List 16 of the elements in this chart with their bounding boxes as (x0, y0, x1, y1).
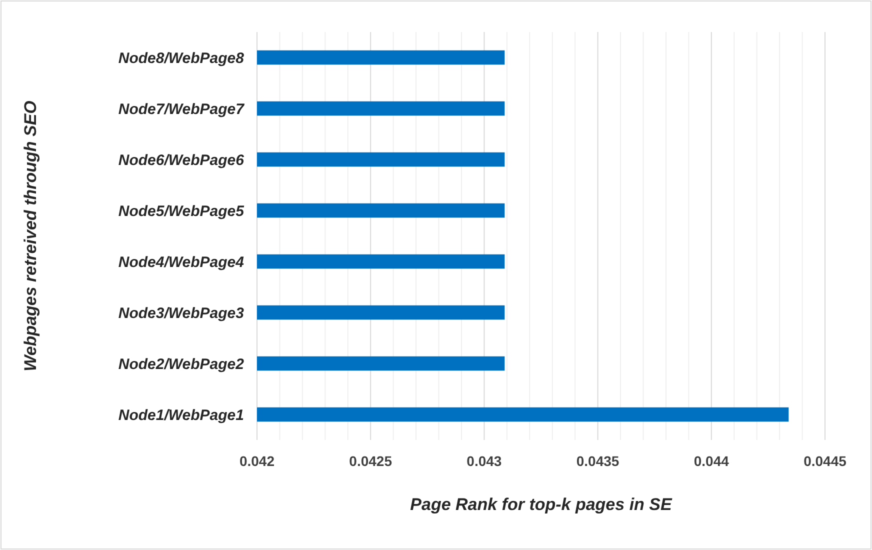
x-tick-label: 0.044 (694, 453, 730, 469)
y-tick-label: Node2/WebPage2 (118, 356, 245, 373)
y-tick-label: Node8/WebPage8 (118, 50, 245, 67)
y-tick-label: Node7/WebPage7 (118, 100, 245, 118)
y-tick-label: Node1/WebPage1 (118, 406, 244, 424)
x-tick-label: 0.0445 (804, 453, 847, 469)
x-tick-label: 0.043 (466, 453, 502, 469)
x-tick-label: 0.0435 (576, 453, 620, 469)
y-tick-label: Node5/WebPage5 (118, 202, 245, 220)
y-axis-title: Webpages retreived through SEO (21, 100, 40, 372)
y-tick-label: Node4/WebPage4 (118, 254, 245, 271)
y-tick-label: Node3/WebPage3 (118, 304, 245, 322)
x-tick-label: 0.0425 (349, 453, 392, 469)
x-axis-title: Page Rank for top-k pages in SE (410, 495, 672, 514)
x-tick-label: 0.042 (239, 453, 275, 469)
y-tick-label: Node6/WebPage6 (118, 152, 245, 169)
